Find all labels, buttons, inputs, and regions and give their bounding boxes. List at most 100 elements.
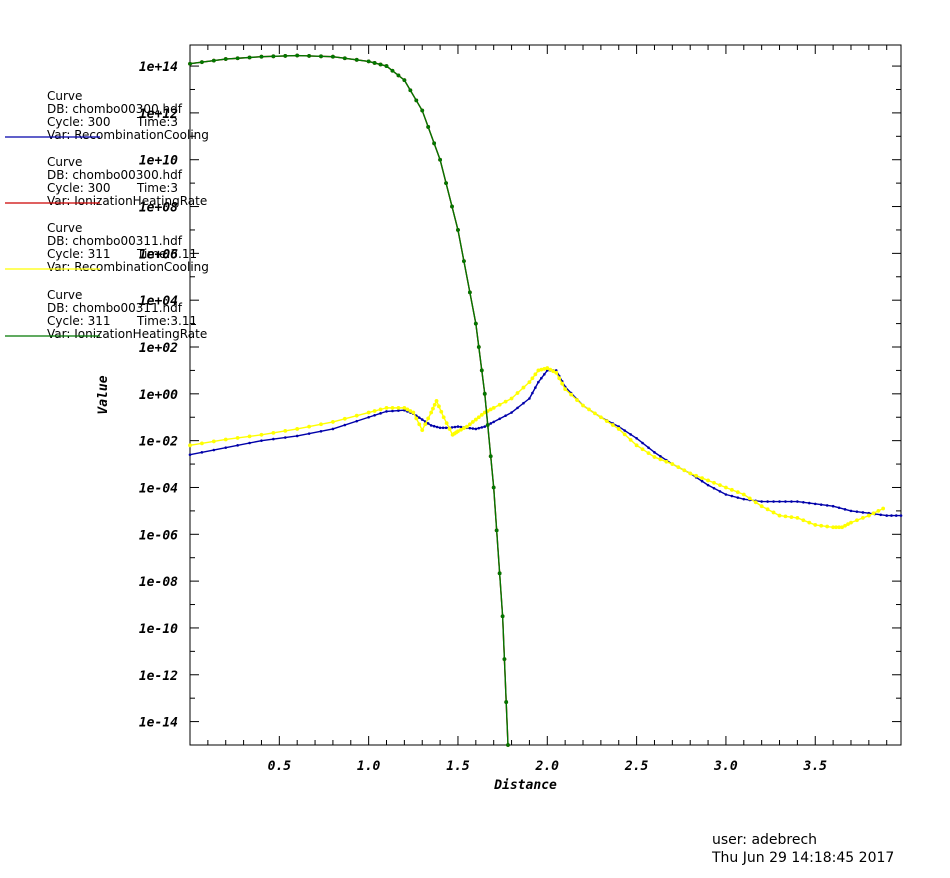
series-point <box>772 500 775 503</box>
series-point <box>464 424 469 429</box>
series-point <box>528 397 531 400</box>
series-point <box>628 437 633 442</box>
series-point <box>444 426 448 430</box>
y-tick-label: 1e-10 <box>139 622 178 637</box>
series-point <box>802 501 805 504</box>
series-point <box>236 444 239 447</box>
series-point <box>491 485 496 490</box>
series-point <box>223 57 228 61</box>
series-point <box>899 514 903 517</box>
series-point <box>742 497 746 501</box>
y-tick-label: 1e-14 <box>139 716 178 731</box>
series-point <box>283 428 288 433</box>
series-point <box>510 411 513 414</box>
series-point <box>825 504 829 507</box>
series-point <box>482 410 487 415</box>
series-point <box>441 426 445 430</box>
y-tick-label: 1e+06 <box>139 247 178 262</box>
legend-entry-text: Curve <box>47 89 82 103</box>
series-point <box>813 523 818 527</box>
plot-frame <box>189 44 902 746</box>
series-point <box>516 406 519 410</box>
series-point <box>494 528 499 533</box>
series-point <box>504 414 507 417</box>
series-point <box>831 525 836 530</box>
series-point <box>473 417 478 422</box>
legend-entry-text: Var: RecombinationCooling <box>47 128 209 142</box>
series-point <box>548 367 553 372</box>
series-point <box>569 392 574 397</box>
series-point <box>367 415 370 419</box>
series-point <box>259 54 264 59</box>
series-point <box>587 407 591 412</box>
series-point <box>623 429 626 432</box>
series-point <box>491 405 496 410</box>
series-point <box>664 459 669 464</box>
series-point <box>534 386 537 389</box>
series-point <box>476 415 481 420</box>
series-point <box>543 373 546 376</box>
series-point <box>444 421 449 425</box>
series-point <box>497 571 502 576</box>
series-point <box>408 88 413 93</box>
series-point <box>634 443 639 448</box>
series-point <box>843 523 847 528</box>
series-point <box>432 402 437 407</box>
series-point <box>200 451 204 454</box>
series-point <box>843 508 847 511</box>
series-point <box>420 428 425 433</box>
series-point <box>396 405 401 410</box>
series-point <box>712 480 716 485</box>
series-point <box>260 439 263 442</box>
series-point <box>396 73 401 78</box>
series-point <box>551 369 556 374</box>
series-point <box>646 451 651 456</box>
series-point <box>331 427 335 431</box>
series-line <box>189 54 509 746</box>
series-point <box>837 525 841 530</box>
series-point <box>503 399 508 404</box>
series-point <box>509 396 514 401</box>
series-point <box>825 524 830 529</box>
series-point <box>283 436 287 439</box>
series-point <box>581 403 585 408</box>
series-point <box>378 407 383 412</box>
series-point <box>840 525 844 530</box>
series-point <box>431 406 435 411</box>
series-point <box>616 427 621 431</box>
series-point <box>498 417 501 421</box>
legend-entry-text: Time:3.11 <box>136 314 197 328</box>
series-point <box>420 108 425 113</box>
legend-entry-text: Time:3 <box>136 181 178 195</box>
series-point <box>533 372 538 377</box>
series-point <box>467 290 472 295</box>
series-point <box>366 410 371 415</box>
series-point <box>211 58 216 63</box>
x-tick-label: 1.0 <box>357 759 381 774</box>
series-point <box>456 425 460 428</box>
x-tick-label: 2.5 <box>624 759 649 774</box>
series-point <box>342 416 347 421</box>
series-point <box>438 426 442 430</box>
y-axis-title: Value <box>96 375 111 414</box>
series-point <box>212 448 216 452</box>
series-point <box>402 405 407 410</box>
series-point <box>784 500 787 503</box>
series-point <box>259 432 264 437</box>
series-point <box>384 405 389 410</box>
series-point <box>200 60 204 65</box>
series-point <box>730 494 734 498</box>
series-point <box>724 485 728 490</box>
series-point <box>426 125 431 129</box>
x-tick-label: 3.5 <box>803 759 828 774</box>
series-point <box>855 510 859 513</box>
series-point <box>271 430 276 435</box>
series-point <box>438 157 443 162</box>
series-point <box>402 78 407 83</box>
series-point <box>354 413 359 418</box>
series-point <box>890 514 893 517</box>
series-point <box>771 510 776 515</box>
series-point <box>846 522 850 527</box>
series-point <box>247 434 252 439</box>
series-point <box>653 451 656 454</box>
